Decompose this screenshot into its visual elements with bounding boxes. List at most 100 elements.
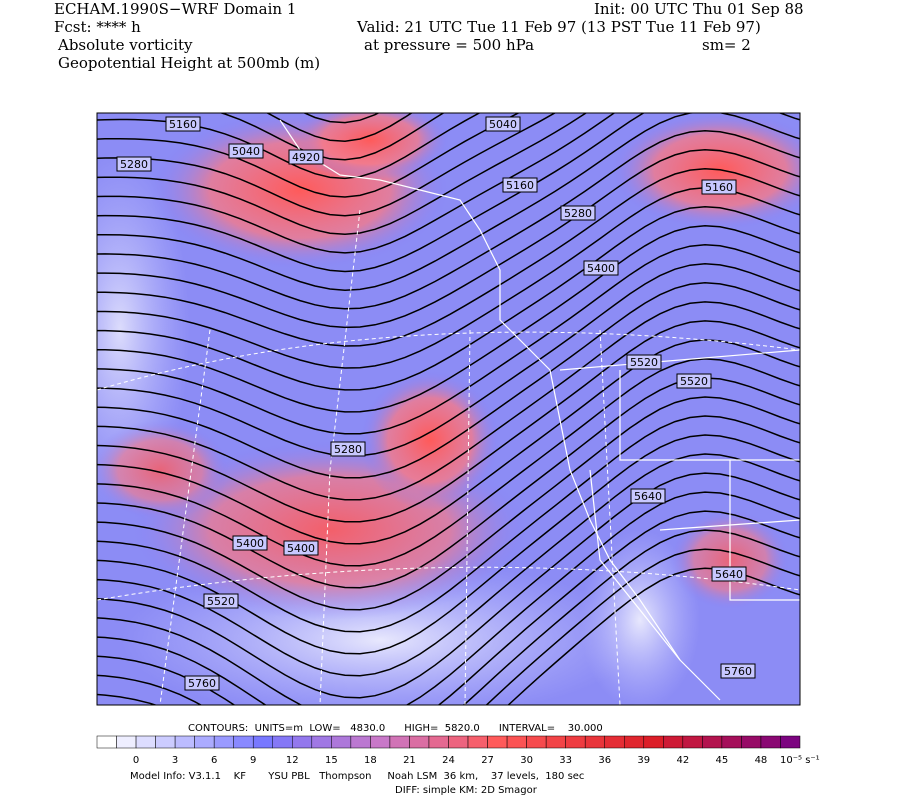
- colorbar-cell: [213, 735, 234, 749]
- contour-label: 5760: [724, 665, 752, 678]
- contour-label: 5520: [207, 595, 235, 608]
- forecast-hour: Fcst: **** h: [54, 18, 141, 36]
- contour-label-box: [165, 116, 201, 132]
- contour-line: [97, 320, 800, 523]
- colorbar-tick-label: 3: [172, 755, 178, 766]
- colorbar-cell: [506, 735, 527, 749]
- contour-line: [97, 225, 800, 413]
- init-time: Init: 00 UTC Thu 01 Sep 88: [594, 0, 804, 18]
- contour-label: 5640: [715, 568, 743, 581]
- colorbar-tick-label: 36: [598, 755, 611, 766]
- contour-line: [97, 113, 588, 236]
- shade: [97, 420, 230, 520]
- colorbar-cell: [272, 735, 293, 749]
- colorbar-cell: [721, 735, 742, 749]
- contour-line: [97, 186, 800, 369]
- colorbar-cell: [584, 735, 605, 749]
- colorbar-tick-label: 30: [520, 755, 533, 766]
- contour-line: [97, 244, 800, 435]
- model-info: Model Info: V3.1.1 KF YSU PBL Thompson N…: [130, 771, 584, 782]
- contours: [97, 113, 800, 705]
- colorbar-cell: [311, 735, 332, 749]
- colorbar-tick-label: 18: [364, 755, 377, 766]
- contour-label-box: [630, 488, 666, 504]
- title: ECHAM.1990S−WRF Domain 1: [54, 0, 296, 18]
- colorbar-cell: [741, 735, 762, 749]
- colorbar-cell: [331, 735, 352, 749]
- contour-line: [97, 205, 800, 391]
- contour-label-box: [626, 354, 662, 370]
- contour-label-box: [116, 156, 152, 172]
- shade: [360, 370, 500, 510]
- colorbar-cell: [545, 735, 566, 749]
- coastlines: [279, 119, 800, 701]
- contour-label: 5040: [232, 145, 260, 158]
- colorbar-cell: [702, 735, 723, 749]
- contour-label: 5520: [680, 375, 708, 388]
- contour-line: [97, 548, 800, 705]
- contour-label: 5280: [564, 207, 592, 220]
- contour-label: 5160: [705, 181, 733, 194]
- contour-label: 5160: [169, 118, 197, 131]
- colorbar-cell: [409, 735, 430, 749]
- field-name: Absolute vorticity: [57, 36, 193, 54]
- contour-label-box: [583, 260, 619, 276]
- colorbar-tick-label: 15: [325, 755, 338, 766]
- colorbar: 0 3 6 9 12 15 18 21 24 27 30 33 36 39 42 45 48: [96, 735, 801, 766]
- colorbar-cell: [292, 735, 313, 749]
- colorbar-tick-label: 6: [211, 755, 217, 766]
- colorbar-cell: [663, 735, 684, 749]
- contour-label-box: [184, 675, 220, 691]
- contour-line: [97, 567, 800, 705]
- colorbar-cell: [155, 735, 176, 749]
- contour-label: 4920: [292, 151, 320, 164]
- shade: [290, 113, 450, 180]
- contour-label-box: [720, 663, 756, 679]
- contour-line: [97, 113, 557, 217]
- contour-line: [97, 434, 800, 655]
- contour-line: [97, 113, 520, 198]
- contour-line: [97, 339, 800, 545]
- contour-line: [97, 113, 481, 180]
- colorbar-cell: [526, 735, 547, 749]
- contour-line: [97, 129, 800, 310]
- colorbar-cell: [467, 735, 488, 749]
- colorbar-tick-label: 24: [442, 755, 455, 766]
- contour-label-box: [701, 179, 737, 195]
- contour-label: 5160: [506, 179, 534, 192]
- contour-label-box: [502, 177, 538, 193]
- colorbar-cell: [624, 735, 645, 749]
- colorbar-cell: [233, 735, 254, 749]
- contour-label-box: [288, 149, 324, 165]
- colorbar-cell: [174, 735, 195, 749]
- contour-line: [97, 148, 800, 329]
- shade: [580, 530, 700, 705]
- colorbar-tick-label: 12: [286, 755, 299, 766]
- colorbar-tick-label: 27: [481, 755, 494, 766]
- contour-label-box: [711, 566, 747, 582]
- colorbar-cell: [487, 735, 508, 749]
- contour-line: [97, 491, 800, 705]
- colorbar-cell: [389, 735, 410, 749]
- colorbar-tick-label: 21: [403, 755, 416, 766]
- colorbar-units: 10⁻⁵ s⁻¹: [780, 755, 820, 766]
- colorbar-tick-label: 45: [716, 755, 729, 766]
- colorbar-cell: [96, 735, 117, 749]
- contour-label: 5400: [587, 262, 615, 275]
- contour-label: 5040: [489, 118, 517, 131]
- colorbar-cell: [760, 735, 781, 749]
- colorbar-cell: [682, 735, 703, 749]
- colorbar-cell: [252, 735, 274, 749]
- contour-info: CONTOURS: UNITS=m LOW= 4830.0 HIGH= 5820…: [188, 723, 603, 734]
- colorbar-tick-label: 39: [637, 755, 650, 766]
- contour-line: [97, 263, 800, 457]
- colorbar-cell: [135, 735, 156, 749]
- smoothing: sm= 2: [702, 36, 751, 54]
- contour-line: [97, 113, 800, 273]
- map-frame: [96, 112, 801, 706]
- contour-label: 5760: [188, 677, 216, 690]
- colorbar-cell: [428, 735, 449, 749]
- contour-label-box: [228, 143, 264, 159]
- contour-line: [97, 358, 800, 567]
